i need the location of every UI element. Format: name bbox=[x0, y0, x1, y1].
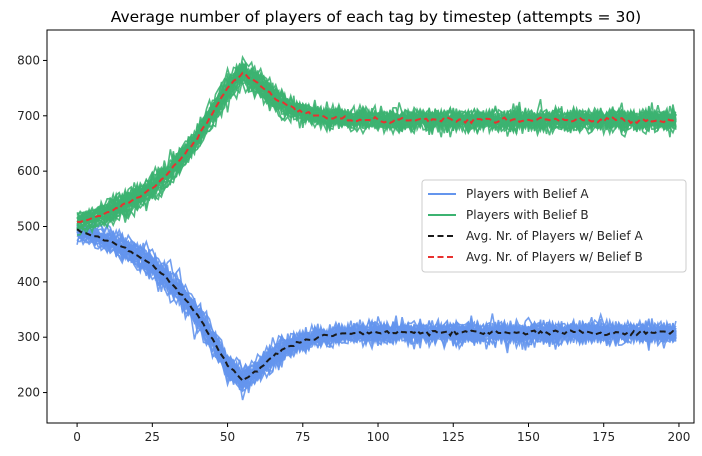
y-tick-label: 800 bbox=[17, 53, 40, 67]
x-tick-label: 50 bbox=[220, 430, 235, 444]
y-tick-label: 700 bbox=[17, 109, 40, 123]
y-tick-label: 200 bbox=[17, 386, 40, 400]
legend-label: Players with Belief A bbox=[466, 187, 589, 201]
chart-title: Average number of players of each tag by… bbox=[111, 8, 641, 26]
run-group-belief-b bbox=[76, 54, 677, 236]
legend-label: Avg. Nr. of Players w/ Belief B bbox=[466, 250, 643, 264]
x-tick-label: 0 bbox=[73, 430, 81, 444]
legend-box bbox=[421, 179, 687, 273]
x-tick-label: 175 bbox=[592, 430, 615, 444]
x-tick-label: 150 bbox=[517, 430, 540, 444]
y-tick-label: 500 bbox=[17, 220, 40, 234]
x-tick-label: 125 bbox=[442, 430, 465, 444]
y-tick-label: 600 bbox=[17, 164, 40, 178]
y-tick-label: 400 bbox=[17, 275, 40, 289]
legend-label: Players with Belief B bbox=[466, 208, 589, 222]
series-run-line bbox=[76, 233, 677, 390]
series-run-line bbox=[76, 70, 677, 236]
x-tick-label: 25 bbox=[145, 430, 160, 444]
x-tick-label: 75 bbox=[295, 430, 310, 444]
plot-area bbox=[76, 54, 677, 401]
x-tick-label: 100 bbox=[367, 430, 390, 444]
legend: Players with Belief A Players with Belief… bbox=[421, 179, 687, 273]
legend-label: Avg. Nr. of Players w/ Belief A bbox=[466, 229, 643, 243]
axis-ticks: 0 25 50 75 100 125 150 175 200 200 300 400 500 600 700… bbox=[17, 53, 690, 444]
series-average-line-belief-a bbox=[76, 228, 677, 382]
run-group-belief-a bbox=[76, 218, 677, 401]
y-tick-label: 300 bbox=[17, 330, 40, 344]
series-average-line-belief-b bbox=[76, 71, 677, 224]
x-tick-label: 200 bbox=[668, 430, 691, 444]
